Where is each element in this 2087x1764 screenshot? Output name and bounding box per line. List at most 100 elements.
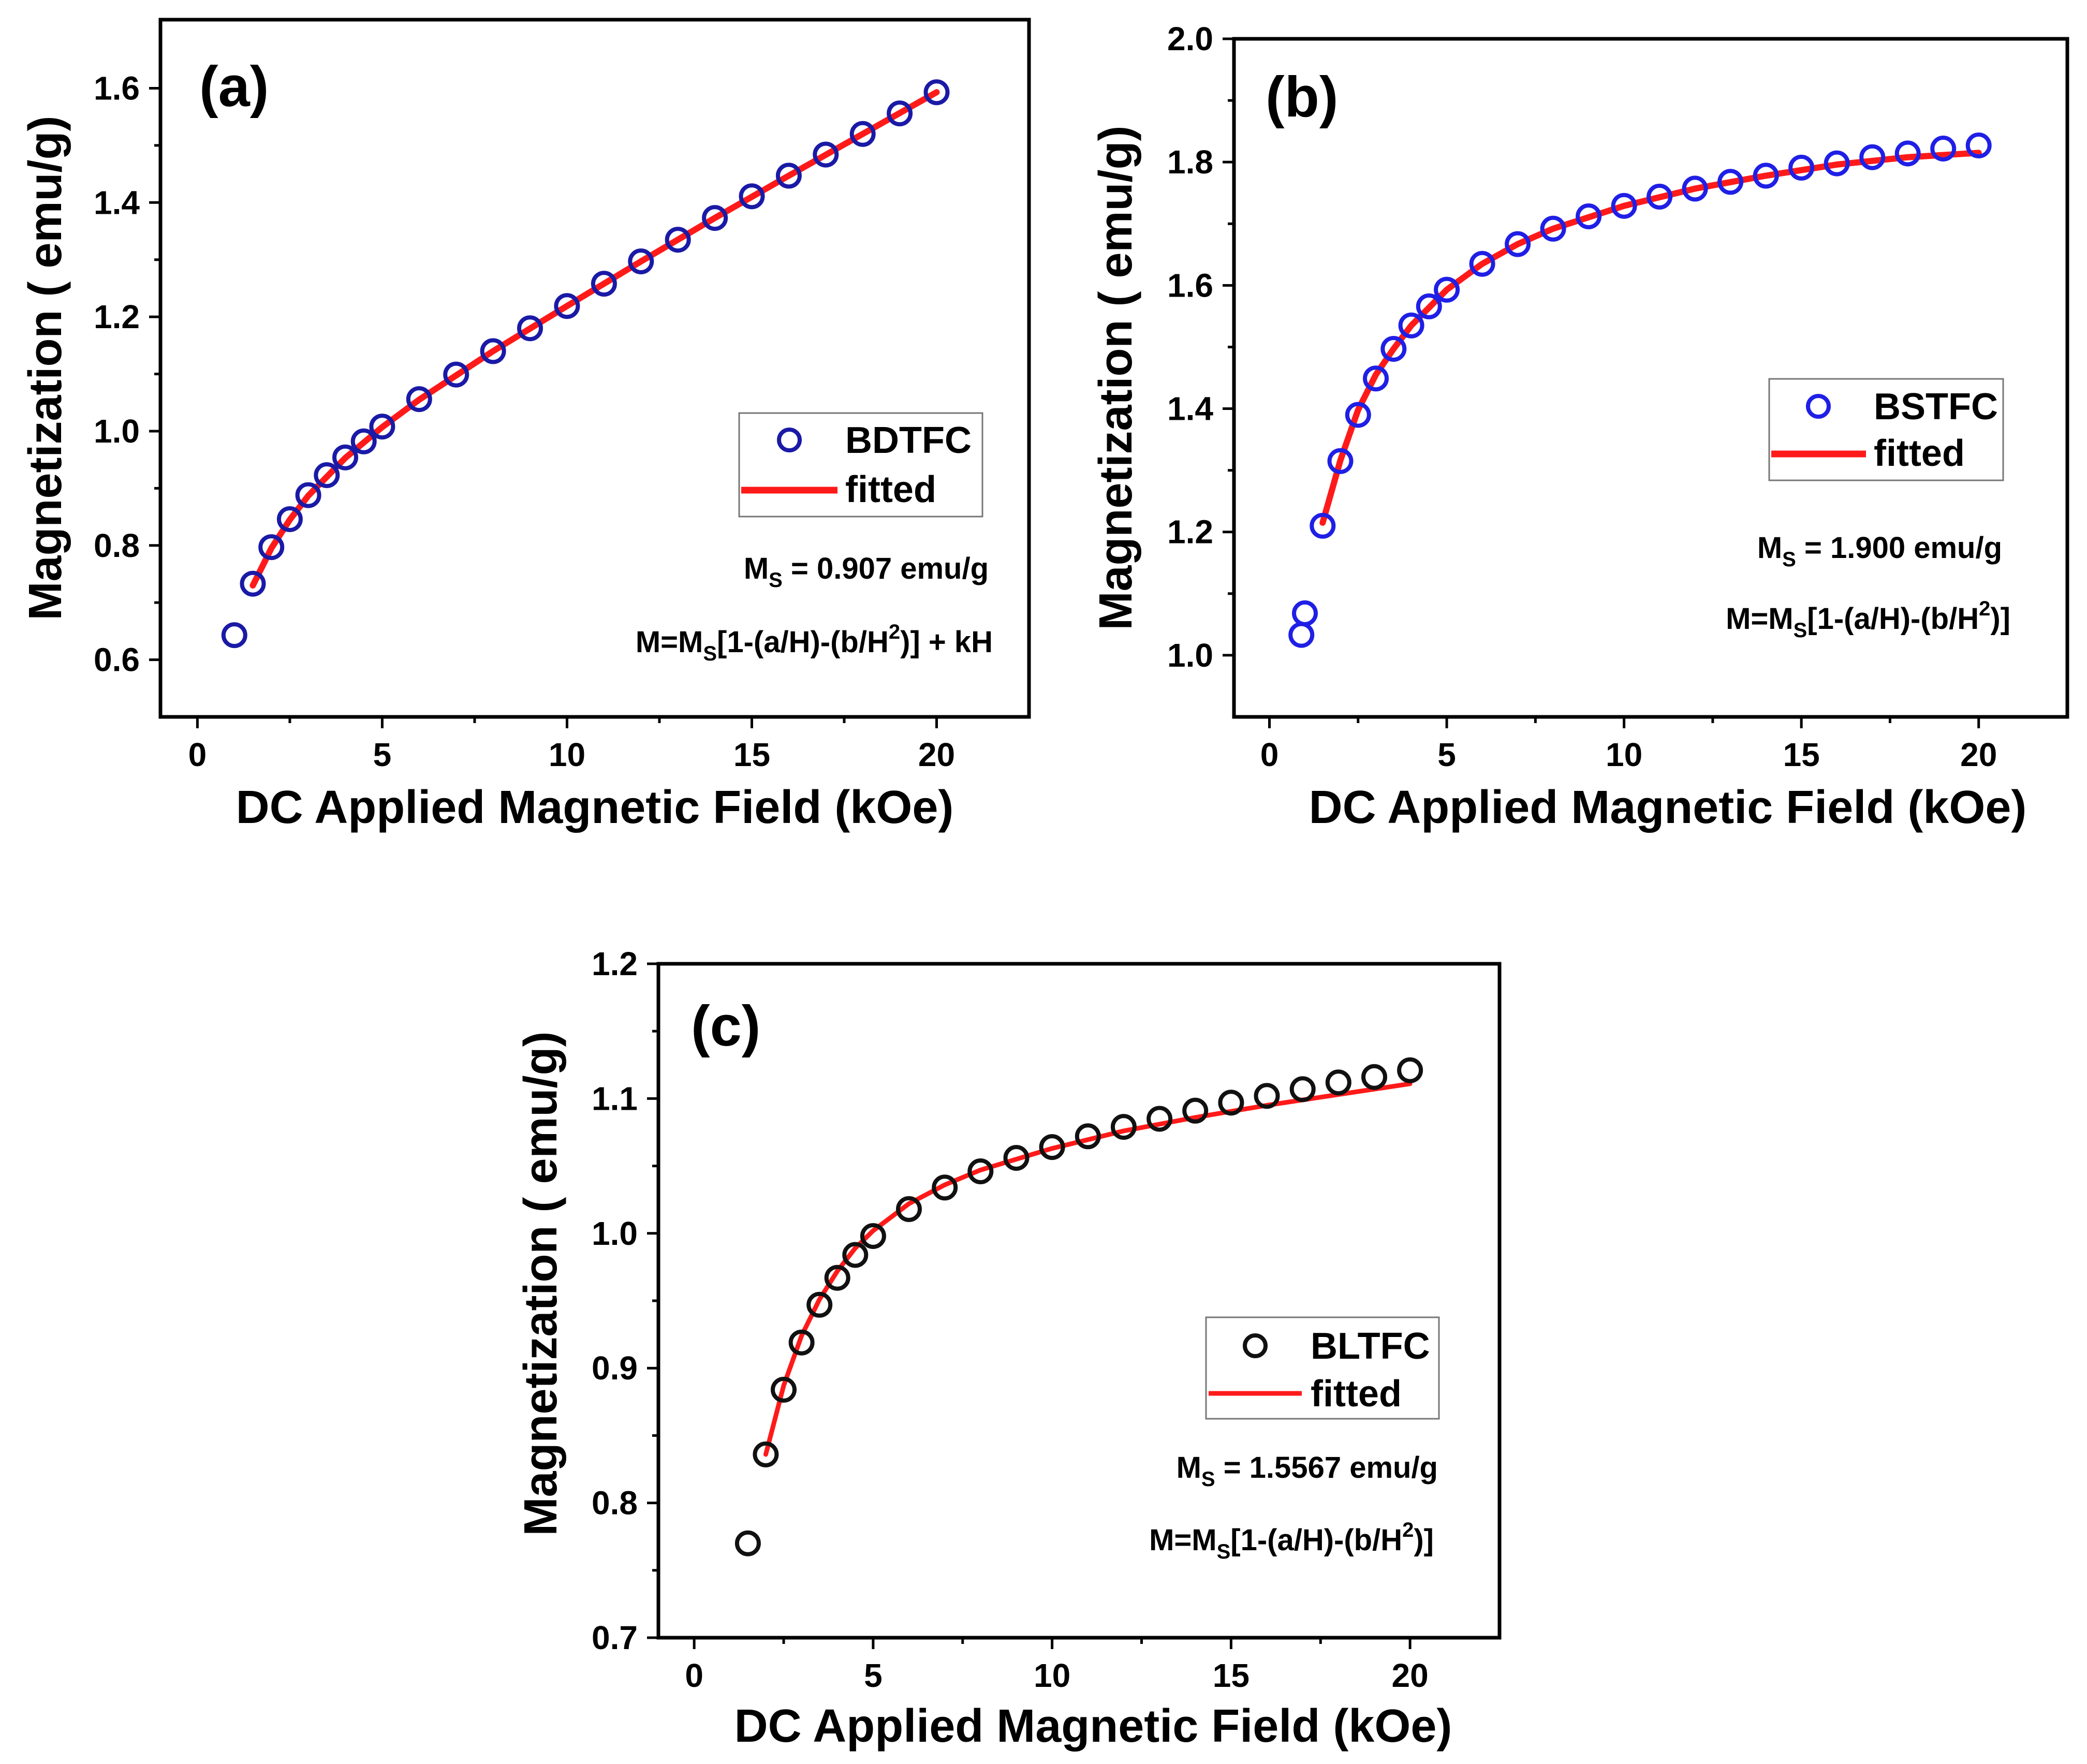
panel-c-y-tick-label: 0.7 [592, 1619, 638, 1656]
panel-a-data-point [221, 622, 247, 649]
panel-a-legend-data-label: BDTFC [845, 420, 972, 461]
panel-a-data-point [443, 361, 469, 388]
panel-c-eq-part2: [1-(a/H)-(b/H [1230, 1523, 1402, 1557]
panel-a-x-tick-label: 20 [918, 736, 955, 773]
panel-a-equation: M=MS[1-(a/H)-(b/H2)] + kH [636, 621, 993, 665]
panel-c-x-tick-label: 20 [1392, 1657, 1429, 1694]
panel-b-data-points [1288, 133, 1992, 648]
panel-a-y-tick-label: 0.8 [94, 527, 140, 564]
panel-c-data-point [1397, 1057, 1423, 1083]
panel-b-data-point [1327, 448, 1354, 474]
panel-c-ms-annotation: MS = 1.5567 emu/g [1177, 1451, 1438, 1491]
panel-b-data-point [1469, 251, 1495, 277]
panel-c-data-point [1289, 1076, 1316, 1102]
panel-c-legend-marker-icon [1243, 1333, 1268, 1358]
panel-b-y-tick-label: 1.2 [1167, 513, 1213, 551]
panel-c-data-point [788, 1329, 815, 1356]
panel-c-data-point [967, 1158, 994, 1184]
panel-b-ms-subscript: S [1782, 548, 1796, 571]
panel-a-y-axis-title: Magnetization ( emu/g) [20, 116, 71, 621]
panel-b-y-tick-label: 1.0 [1167, 637, 1213, 674]
panel-b-data-point [1859, 144, 1886, 170]
panel-a-data-point [739, 183, 765, 210]
panel-b-x-axis-title: DC Applied Magnetic Field (kOe) [1309, 782, 2027, 833]
panel-b-y-tick-label: 1.8 [1167, 143, 1213, 181]
panel-c-data-point [1182, 1097, 1209, 1124]
panel-b-legend-marker-icon [1806, 394, 1831, 419]
panel-c-ms-subscript: S [1201, 1468, 1215, 1491]
panel-c-data-points [734, 1057, 1423, 1556]
panel-a-data-point [665, 227, 691, 253]
panel-c-data-point [860, 1223, 886, 1249]
panel-b-eq-subscript: S [1794, 619, 1807, 642]
panel-a-data-point [314, 462, 340, 488]
panel-b-data-point [1824, 150, 1850, 177]
panel-c-y-tick-label: 0.9 [592, 1349, 638, 1387]
panel-a-eq-superscript: 2 [889, 621, 900, 643]
panel-c-data-point [1218, 1090, 1244, 1116]
panel-b-data-point [1434, 276, 1460, 303]
panel-b-data-point [1647, 183, 1673, 210]
panel-a-chart: 0 5 10 15 20 0.6 0.8 1.0 1.2 1.4 1.6 (a) DC Appli… [20, 18, 1031, 833]
panel-c-data-point [1254, 1083, 1280, 1109]
panel-a-y-tick-label: 0.6 [94, 641, 140, 679]
panel-a-y-tick-label: 1.0 [94, 413, 140, 450]
panel-c-y-tick-label: 1.0 [592, 1215, 638, 1252]
panel-b-data-point [1788, 154, 1815, 181]
panel-a-data-points [221, 79, 950, 649]
panel-a-legend: BDTFC fitted [738, 412, 983, 518]
panel-a-ms-prefix: M [744, 552, 769, 585]
panel-b-data-point [1292, 600, 1318, 626]
panel-c-x-tick-label: 10 [1034, 1657, 1070, 1694]
panel-b-data-point [1965, 133, 1992, 158]
panel-c-data-point [824, 1265, 850, 1291]
panel-b-fit-line [1319, 150, 1982, 526]
panel-a-data-point [887, 100, 913, 127]
panel-c-legend: BLTFC fitted [1205, 1316, 1440, 1420]
panel-b-ms-annotation: MS = 1.900 emu/g [1757, 531, 2002, 571]
panel-b-label: (b) [1266, 65, 1338, 129]
panel-b-data-point [1416, 293, 1442, 319]
panel-c-data-point [842, 1242, 869, 1268]
panel-a-legend-fit-label: fitted [845, 469, 936, 510]
panel-a-data-point [332, 444, 358, 471]
panel-b-eq-part2: [1-(a/H)-(b/H [1807, 602, 1979, 636]
panel-a-plot-frame [158, 18, 1031, 719]
panel-b-y-axis-title: Magnetization ( emu/g) [1090, 126, 1142, 630]
panel-a-data-point [517, 315, 543, 342]
panel-a-eq-part1: M=M [636, 625, 703, 659]
panel-a-x-tick-label: 15 [733, 736, 770, 773]
panel-c-data-point [896, 1196, 922, 1222]
panel-a-data-point [702, 205, 728, 231]
panel-c-y-tick-label: 1.2 [592, 945, 638, 982]
panel-a-data-point [628, 248, 654, 274]
panel-a-x-tick-labels: 0 5 10 15 20 [188, 736, 955, 773]
panel-a-eq-subscript: S [703, 642, 717, 665]
panel-c-data-point [932, 1174, 958, 1201]
panel-c-data-point [1325, 1069, 1351, 1096]
panel-c-ticks [647, 962, 1412, 1649]
panel-a-fit-line [249, 89, 940, 589]
panel-a-data-point [480, 338, 506, 364]
panel-c-data-point [1361, 1064, 1387, 1090]
panel-a-data-point [591, 271, 617, 297]
panel-a-legend-box [738, 412, 983, 518]
panel-c-legend-fit-label: fitted [1311, 1373, 1402, 1415]
panel-c-ms-value: = 1.5567 emu/g [1215, 1451, 1438, 1484]
panel-a-x-tick-label: 0 [188, 736, 207, 773]
panel-b-chart: 0 5 10 15 20 1.0 1.2 1.4 1.6 1.8 2.0 (b) DC Appli… [1090, 20, 2069, 833]
panel-c-y-axis-title: Magnetization ( emu/g) [515, 1032, 567, 1536]
panel-c-data-point [771, 1376, 797, 1403]
panel-a-x-tick-label: 10 [549, 736, 585, 773]
panel-a-y-tick-label: 1.2 [94, 298, 140, 335]
panel-a-x-axis-title: DC Applied Magnetic Field (kOe) [236, 782, 954, 833]
panel-b-data-point [1753, 163, 1779, 189]
panel-c-data-point [1110, 1114, 1137, 1140]
panel-b-eq-part3: )] [1990, 602, 2010, 636]
panel-b-data-point [1505, 231, 1531, 257]
panel-a-x-tick-label: 5 [373, 736, 392, 773]
panel-b-equation: M=MS[1-(a/H)-(b/H2)] [1726, 597, 2010, 642]
panel-c-eq-part3: )] [1414, 1523, 1434, 1557]
panel-b-x-tick-label: 10 [1606, 736, 1642, 773]
panel-b-data-point [1611, 193, 1637, 219]
